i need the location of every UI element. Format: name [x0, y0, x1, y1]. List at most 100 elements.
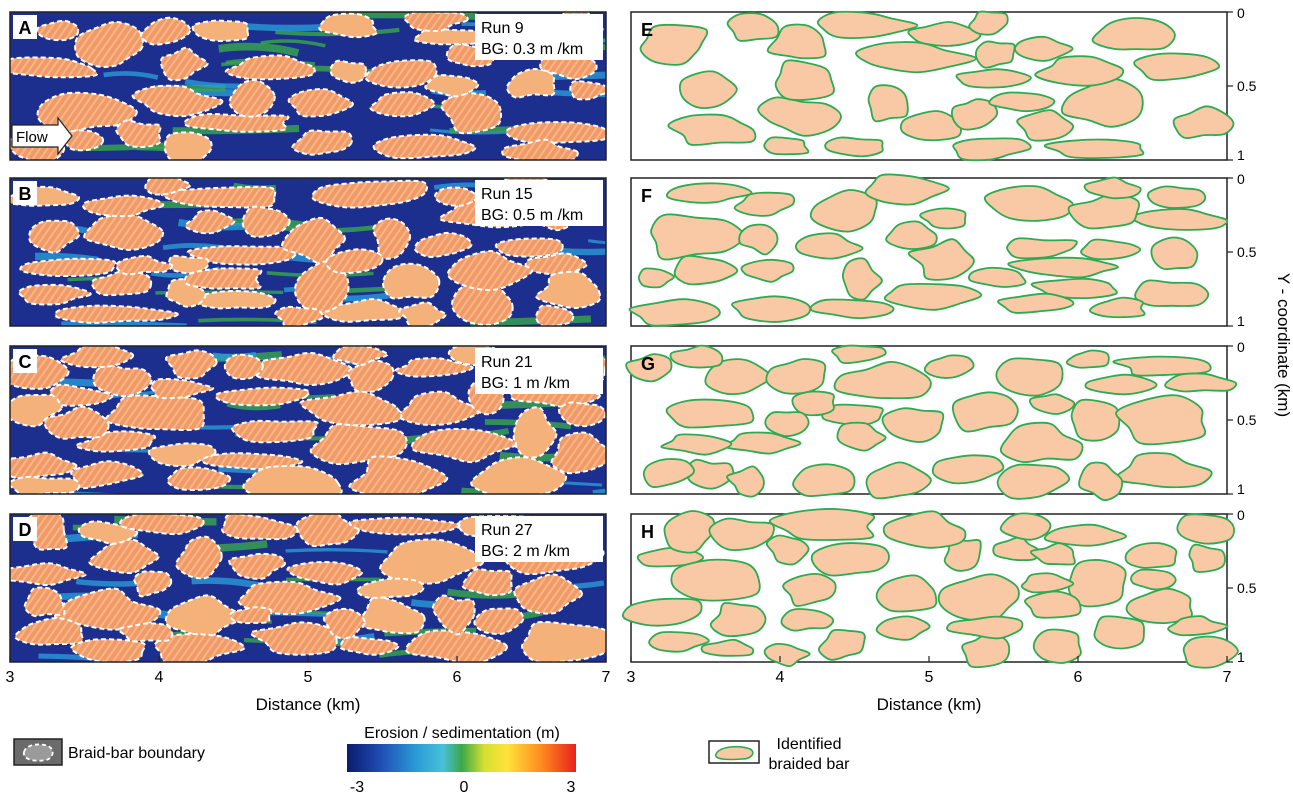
- bar-deposit: [71, 461, 143, 489]
- braid-bar-boundary: [74, 20, 144, 68]
- braid-bar-boundary: [59, 346, 135, 369]
- braid-bar-boundary: [82, 194, 165, 218]
- bar-deposit: [145, 178, 191, 195]
- bar-deposit: [447, 251, 532, 291]
- identified-bar: [1029, 393, 1076, 415]
- identified-bar: [1088, 296, 1146, 319]
- bar-deposit: [165, 595, 243, 639]
- identified-bar: [1083, 176, 1142, 200]
- bar-deposit: [312, 180, 428, 208]
- identified-bar: [766, 23, 827, 60]
- braid-bar-boundary: [231, 419, 319, 444]
- identified-bar: [709, 601, 767, 638]
- bar-deposit: [365, 60, 437, 88]
- bar-deposit: [340, 637, 399, 655]
- braid-bar-boundary: [291, 129, 353, 156]
- identified-bar: [937, 573, 1020, 622]
- identified-bar: [955, 68, 1032, 89]
- run-label-box: [475, 516, 603, 562]
- bar-deposit: [383, 263, 440, 299]
- bar-deposit: [140, 17, 191, 45]
- identified-bar: [875, 574, 938, 613]
- right-x-axis-label: Distance (km): [877, 695, 982, 714]
- run-label: Run 27: [481, 522, 533, 539]
- bar-deposit: [105, 395, 204, 431]
- braid-bar-boundary: [369, 91, 436, 118]
- braid-bar-boundary: [513, 573, 583, 615]
- bar-deposit: [349, 456, 448, 494]
- braid-bar-boundary: [403, 12, 469, 33]
- identified-bar: [1006, 237, 1078, 260]
- bar-deposit: [395, 358, 473, 377]
- bar-deposit: [404, 12, 468, 32]
- run-label: Run 15: [481, 186, 533, 203]
- braid-bar-boundary: [569, 80, 606, 101]
- identified-bar: [952, 137, 1032, 162]
- braid-bar-boundary: [36, 19, 80, 42]
- panel-C: C Run 21 BG: 1 m /km: [9, 345, 607, 495]
- bar-deposit: [196, 291, 276, 309]
- identified-bar: [1080, 238, 1142, 261]
- legend-boundary: Braid-bar boundary: [13, 738, 205, 766]
- bar-deposit: [434, 187, 478, 206]
- braid-bar-boundary: [133, 570, 173, 598]
- braid-bar-boundary: [54, 304, 179, 324]
- x-tick-label: 6: [453, 669, 462, 686]
- identified-bar: [831, 344, 887, 365]
- channel-streak: [191, 577, 260, 589]
- bed-gradient-label: BG: 1 m /km: [481, 375, 570, 392]
- identified-bar: [864, 173, 950, 206]
- left-x-axis-label: Distance (km): [256, 695, 361, 714]
- colorbar-title: Erosion / sedimentation (m): [364, 725, 560, 742]
- braid-bar-boundary: [166, 466, 232, 492]
- y-tick-label: 1: [1237, 481, 1245, 497]
- braid-bar-boundary: [446, 250, 533, 292]
- braid-bar-boundary: [115, 254, 174, 276]
- braid-bar-boundary: [117, 622, 173, 643]
- bar-deposit: [54, 588, 161, 630]
- x-tick-label: 4: [776, 669, 785, 686]
- braid-bar-boundary: [394, 357, 474, 378]
- identified-bar: [1150, 236, 1199, 271]
- identified-bar: [1130, 568, 1177, 591]
- braid-bar-boundary: [318, 12, 378, 39]
- bar-deposit: [84, 214, 164, 250]
- bar-deposit: [44, 406, 109, 439]
- braid-bar-boundary: [10, 56, 99, 79]
- braid-bar-boundary: [382, 262, 441, 300]
- identified-bar: [983, 185, 1074, 222]
- identified-bar: [810, 542, 890, 577]
- map-C: [10, 346, 606, 494]
- bar-deposit: [347, 360, 394, 392]
- identified-bar: [885, 220, 938, 250]
- identified-bar: [765, 358, 827, 395]
- identified-bar: [660, 433, 733, 456]
- bar-deposit: [116, 255, 173, 275]
- x-tick-label: 7: [1223, 669, 1232, 686]
- identified-bar: [708, 517, 775, 551]
- braid-bar-boundary: [311, 179, 429, 209]
- identified-bar: [1182, 635, 1239, 669]
- bar-deposit: [187, 246, 300, 265]
- bar-deposit: [570, 81, 606, 100]
- bar-deposit: [215, 387, 310, 406]
- braid-bar-boundary: [356, 577, 425, 599]
- panel-A: A Run 9 BG: 0.3 m /km Flow: [9, 11, 607, 161]
- braid-bar-boundary: [83, 213, 165, 251]
- bar-deposit: [333, 346, 388, 365]
- braid-bar-boundary: [242, 464, 343, 494]
- identified-bar: [1043, 138, 1145, 159]
- braid-bar-boundary: [364, 59, 438, 89]
- panel-F: F: [628, 173, 1228, 327]
- identified-bar: [1032, 628, 1082, 664]
- panel-frame: [9, 11, 607, 161]
- panel-letter: E: [641, 20, 653, 40]
- braid-bar-boundary: [286, 561, 363, 586]
- identified-bar: [669, 344, 724, 369]
- bar-deposit: [536, 271, 601, 308]
- identified-bar: [865, 461, 932, 500]
- identified-bar: [899, 110, 962, 142]
- identified-bar: [1043, 523, 1127, 547]
- panel-B: B Run 15 BG: 0.5 m /km: [9, 177, 607, 327]
- braid-bar-boundary: [413, 231, 473, 258]
